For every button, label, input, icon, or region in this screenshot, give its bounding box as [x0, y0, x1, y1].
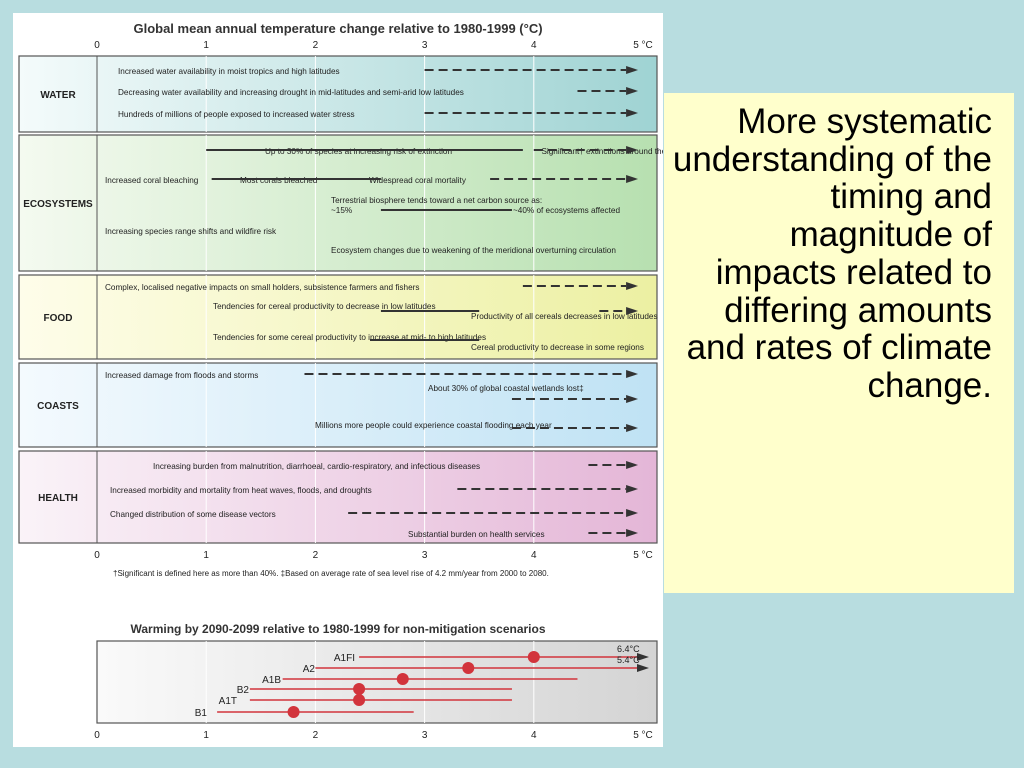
- impact-text-3: ~40% of ecosystems affected: [513, 206, 620, 215]
- trend-arrow: [626, 529, 639, 537]
- section-box: [18, 134, 658, 272]
- scenario-best-estimate-point: [287, 706, 300, 718]
- scenario-box: [96, 640, 658, 724]
- axis-tick-top: 2: [313, 40, 319, 51]
- impact-text: Up to 30% of species at increasing risk …: [265, 147, 452, 156]
- trend-arrow: [626, 87, 639, 95]
- scenario-max-label: 5.4°C: [617, 655, 640, 665]
- impact-text: Increased morbidity and mortality from h…: [110, 486, 372, 495]
- impact-text: Hundreds of millions of people exposed t…: [118, 110, 355, 119]
- trend-arrow: [626, 109, 639, 117]
- section-label: HEALTH: [38, 493, 78, 504]
- scenario-axis-tick: 4: [531, 730, 537, 741]
- figure-title: Global mean annual temperature change re…: [133, 21, 542, 36]
- impacts-diagram: Global mean annual temperature change re…: [18, 21, 663, 741]
- impact-text-3: Widespread coral mortality: [369, 176, 467, 185]
- scenario-axis-tick: 0: [94, 730, 100, 741]
- trend-arrow: [626, 424, 639, 432]
- impact-text-2: Significant† extinctions around the glob…: [541, 147, 663, 156]
- section-box: [18, 450, 658, 544]
- scenario-arrow: [637, 664, 649, 672]
- scenario-label: B1: [195, 708, 208, 719]
- impact-text: Increased water availability in moist tr…: [118, 67, 340, 76]
- trend-arrow: [626, 282, 639, 290]
- axis-tick-top: 0: [94, 40, 100, 51]
- trend-arrow: [626, 509, 639, 517]
- impact-text-2: Most corals bleached: [240, 176, 318, 185]
- note-text: More systematic understanding of the tim…: [672, 102, 992, 405]
- impact-text: Tendencies for some cereal productivity …: [213, 333, 486, 342]
- scenario-axis-tick: 2: [313, 730, 319, 741]
- trend-arrow: [626, 395, 639, 403]
- scenario-label: A1T: [219, 696, 237, 707]
- trend-arrow: [626, 370, 639, 378]
- impact-text: Complex, localised negative impacts on s…: [105, 283, 419, 292]
- impact-text: Increasing species range shifts and wild…: [105, 227, 277, 236]
- section-box: [18, 274, 658, 360]
- scenario-label: A1FI: [334, 653, 355, 664]
- axis-tick-bottom: 4: [531, 550, 537, 561]
- trend-arrow: [626, 146, 639, 154]
- impact-text-2: Productivity of all cereals decreases in…: [471, 312, 658, 321]
- scenario-label: B2: [237, 685, 250, 696]
- scenario-best-estimate-point: [462, 662, 475, 674]
- impact-text: Changed distribution of some disease vec…: [110, 510, 276, 519]
- impact-text: Tendencies for cereal productivity to de…: [213, 302, 436, 311]
- impact-text: Increased coral bleaching: [105, 176, 199, 185]
- impacts-figure: Global mean annual temperature change re…: [13, 13, 663, 747]
- section-label: WATER: [40, 90, 76, 101]
- impact-text: Terrestrial biosphere tends toward a net…: [331, 196, 542, 205]
- scenario-arrow: [637, 653, 649, 661]
- axis-tick-top: 4: [531, 40, 537, 51]
- impact-text: Decreasing water availability and increa…: [118, 88, 464, 97]
- trend-arrow: [626, 307, 639, 315]
- scenario-label: A1B: [262, 675, 281, 686]
- axis-tick-bottom: 3: [422, 550, 428, 561]
- impact-text-2: ~15%: [331, 206, 352, 215]
- axis-tick-top: 5 °C: [633, 40, 653, 51]
- scenario-axis-tick: 5 °C: [633, 730, 653, 741]
- trend-arrow: [626, 461, 639, 469]
- axis-tick-top: 3: [422, 40, 428, 51]
- axis-tick-bottom: 5 °C: [633, 550, 653, 561]
- scenario-best-estimate-point: [396, 673, 409, 685]
- trend-arrow: [626, 485, 639, 493]
- note-panel: More systematic understanding of the tim…: [664, 93, 1014, 593]
- trend-arrow: [626, 175, 639, 183]
- impact-text-2: Cereal productivity to decrease in some …: [471, 343, 644, 352]
- scenario-axis-tick: 3: [422, 730, 428, 741]
- scenario-max-label: 6.4°C: [617, 644, 640, 654]
- impact-text: Millions more people could experience co…: [315, 421, 552, 430]
- impact-text: Ecosystem changes due to weakening of th…: [331, 246, 616, 255]
- footnote: †Significant is defined here as more tha…: [113, 569, 549, 578]
- trend-arrow: [626, 66, 639, 74]
- section-label: ECOSYSTEMS: [23, 199, 93, 210]
- impact-text: About 30% of global coastal wetlands los…: [428, 384, 584, 393]
- section-box: [18, 362, 658, 448]
- impact-text: Substantial burden on health services: [408, 530, 545, 539]
- section-label: COASTS: [37, 401, 79, 412]
- scenario-best-estimate-point: [353, 694, 366, 706]
- scenario-best-estimate-point: [527, 651, 540, 663]
- scenario-axis-tick: 1: [203, 730, 209, 741]
- scenario-title: Warming by 2090-2099 relative to 1980-19…: [130, 622, 545, 636]
- axis-tick-bottom: 0: [94, 550, 100, 561]
- impact-text: Increased damage from floods and storms: [105, 371, 258, 380]
- axis-tick-bottom: 1: [203, 550, 209, 561]
- impact-text: Increasing burden from malnutrition, dia…: [153, 462, 480, 471]
- axis-tick-top: 1: [203, 40, 209, 51]
- axis-tick-bottom: 2: [313, 550, 319, 561]
- section-label: FOOD: [44, 313, 73, 324]
- section-box: [18, 55, 658, 133]
- scenario-label: A2: [303, 664, 316, 675]
- scenario-best-estimate-point: [353, 683, 366, 695]
